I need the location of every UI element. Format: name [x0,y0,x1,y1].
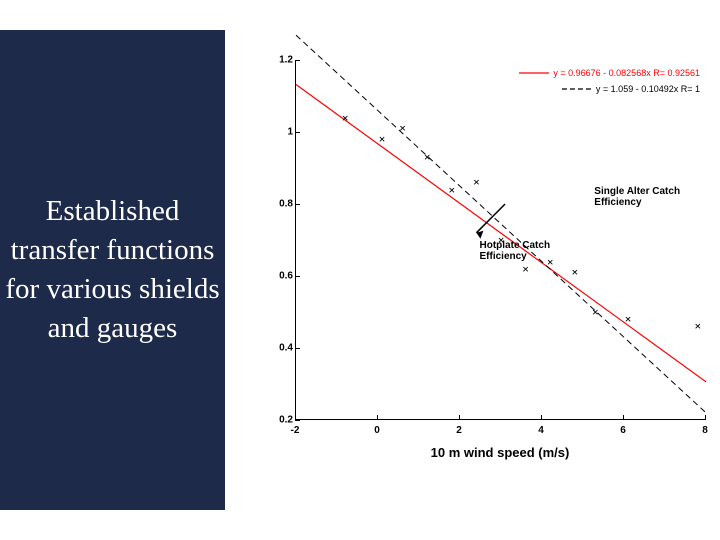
y-tick-label: 1.2 [265,55,293,66]
y-tick-label: 0.8 [265,199,293,210]
x-tick-mark [295,415,296,420]
scatter-marker: × [399,122,406,135]
sidebar-panel: Established transfer functions for vario… [0,30,225,510]
x-tick-label: 6 [620,425,626,436]
sidebar-heading: Established transfer functions for vario… [0,192,225,349]
x-tick-mark [541,415,542,420]
legend-swatch [562,85,592,95]
scatter-marker: × [473,176,480,189]
scatter-marker: × [592,306,599,319]
chart-annotation: Single Alter CatchEfficiency [594,186,680,208]
y-tick-label: 0.2 [265,415,293,426]
y-tick-mark [295,420,300,421]
chart-annotation: Hotplate CatchEfficiency [480,240,551,262]
x-tick-label: 2 [456,425,462,436]
scatter-marker: × [342,111,349,124]
legend-swatch [519,69,549,79]
scatter-marker: × [625,313,632,326]
scatter-marker: × [571,266,578,279]
y-tick-label: 0.4 [265,343,293,354]
x-tick-mark [377,415,378,420]
x-tick-label: -2 [291,425,300,436]
scatter-marker: × [448,183,455,196]
scatter-marker: × [424,151,431,164]
scatter-marker: × [522,262,529,275]
chart-container: ××××××××××××× 0.20.40.60.811.2-202468 10… [240,60,710,480]
x-tick-mark [459,415,460,420]
y-tick-mark [295,60,300,61]
x-tick-mark [623,415,624,420]
legend-item: y = 1.059 - 0.10492x R= 1 [562,84,700,95]
x-axis-label: 10 m wind speed (m/s) [295,445,705,460]
x-tick-label: 4 [538,425,544,436]
y-tick-mark [295,276,300,277]
y-tick-mark [295,204,300,205]
legend-item: y = 0.96676 - 0.082568x R= 0.92561 [519,68,700,79]
y-tick-mark [295,132,300,133]
legend-text: y = 1.059 - 0.10492x R= 1 [596,84,700,94]
x-tick-label: 0 [374,425,380,436]
scatter-marker: × [694,320,701,333]
y-tick-mark [295,348,300,349]
y-tick-label: 1 [265,127,293,138]
legend-text: y = 0.96676 - 0.082568x R= 0.92561 [553,68,700,78]
scatter-marker: × [379,133,386,146]
x-tick-label: 8 [702,425,708,436]
y-tick-label: 0.6 [265,271,293,282]
x-tick-mark [705,415,706,420]
